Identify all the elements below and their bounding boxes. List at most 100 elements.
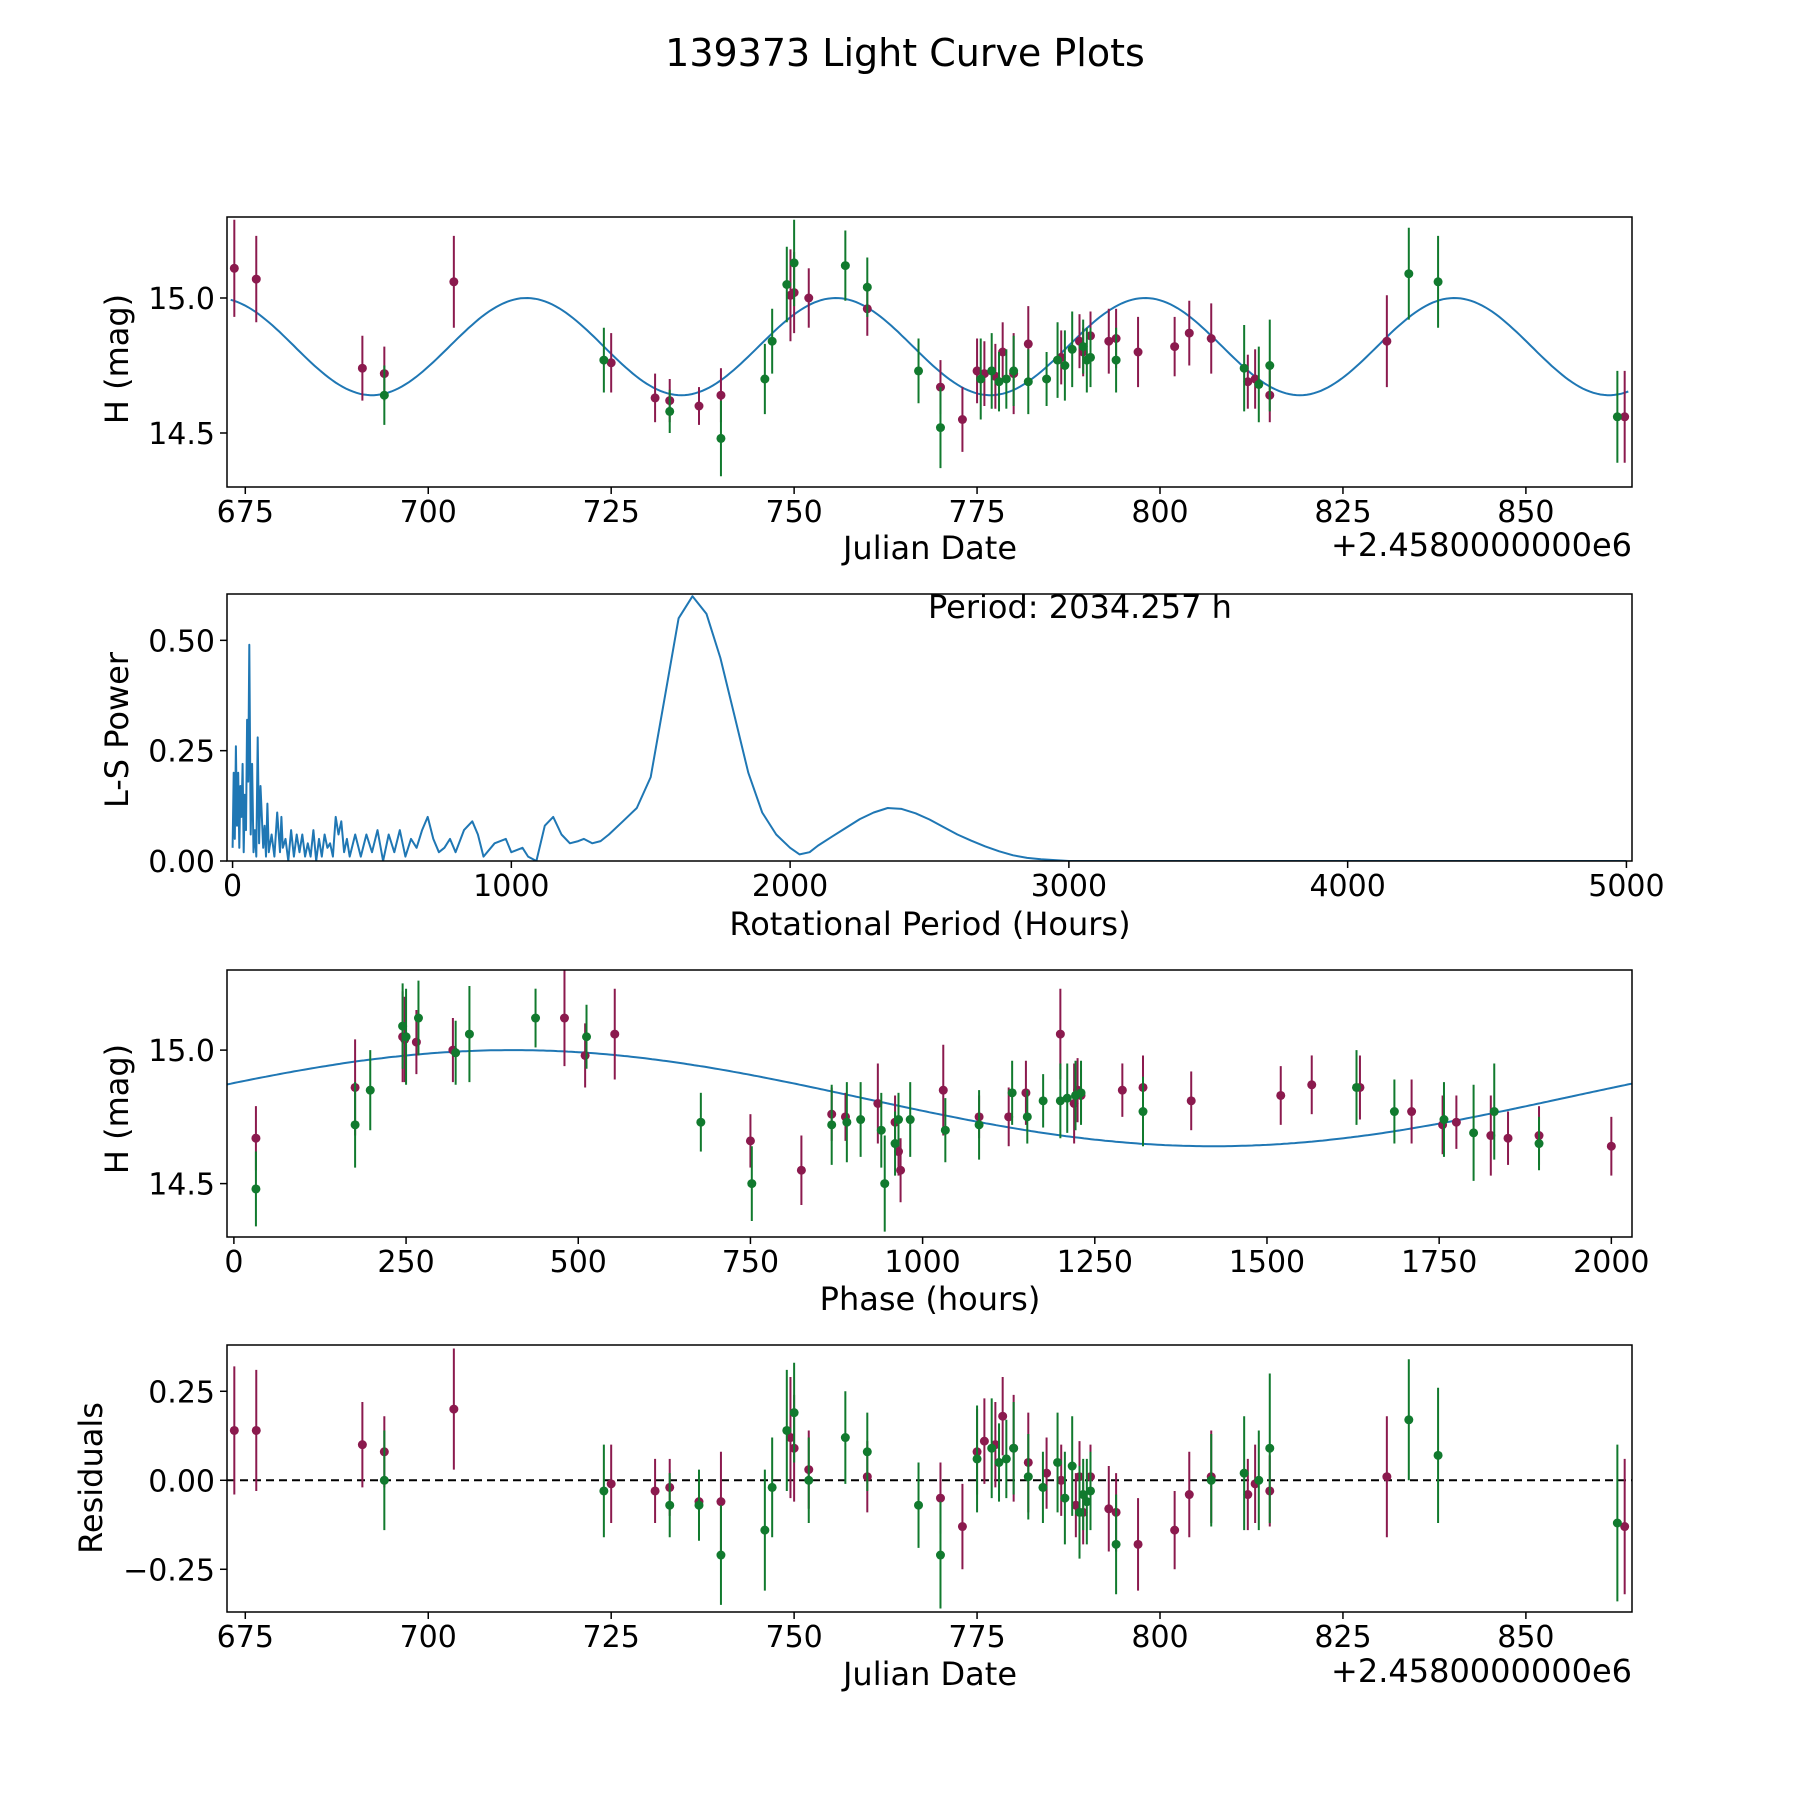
- residuals-point: [1254, 1475, 1264, 1485]
- lightcurve-point: [1023, 339, 1033, 349]
- phased-point: [1439, 1115, 1449, 1125]
- residuals-point: [1053, 1457, 1063, 1467]
- residuals-point: [1023, 1472, 1033, 1482]
- residuals-point: [1243, 1490, 1253, 1500]
- phased-point: [1469, 1128, 1479, 1138]
- phased-point: [1038, 1096, 1048, 1106]
- residuals-point: [1042, 1468, 1052, 1478]
- lightcurve-point: [1206, 334, 1216, 343]
- phased-point: [1138, 1107, 1148, 1117]
- residuals-panel: Residuals Julian Date +2.4580000000e6 67…: [72, 1344, 1633, 1693]
- phased-point: [873, 1099, 883, 1108]
- residuals-point: [650, 1486, 660, 1496]
- lightcurve-point: [1404, 269, 1414, 279]
- phased-ytick-label: 15.0: [148, 1034, 215, 1069]
- phased-point: [890, 1139, 900, 1149]
- residuals-point: [1060, 1493, 1070, 1503]
- residuals-point: [789, 1408, 799, 1418]
- residuals-point: [1206, 1475, 1216, 1485]
- residuals-point: [1078, 1490, 1088, 1500]
- lightcurve-point: [357, 363, 367, 373]
- lightcurve-xtick-label: 700: [400, 495, 457, 530]
- figure-title: 139373 Light Curve Plots: [665, 31, 1145, 75]
- residuals-ytick-label: 0.00: [148, 1464, 215, 1499]
- residuals-point: [1075, 1507, 1085, 1517]
- lightcurve-point: [1001, 374, 1011, 384]
- lightcurve-ylabel: H (mag): [98, 294, 136, 424]
- lightcurve-point: [1042, 374, 1052, 384]
- periodogram-ytick-label: 0.25: [148, 735, 215, 770]
- residuals-point: [785, 1433, 795, 1443]
- lightcurve-point: [449, 277, 459, 287]
- phased-point: [1451, 1117, 1461, 1127]
- lightcurve-point: [1111, 355, 1121, 365]
- residuals-point: [716, 1497, 726, 1507]
- residuals-point: [229, 1425, 239, 1435]
- phased-xtick-label: 500: [550, 1245, 607, 1280]
- periodogram-xtick-label: 1000: [473, 869, 549, 904]
- periodogram-ytick-label: 0.50: [148, 624, 215, 659]
- phased-point: [880, 1179, 890, 1189]
- residuals-point: [694, 1500, 704, 1510]
- phased-point: [1055, 1029, 1065, 1039]
- residuals-point: [1056, 1475, 1066, 1485]
- residuals-ytick-label: 0.25: [148, 1375, 215, 1410]
- lightcurve-point: [1067, 344, 1077, 354]
- residuals-point: [862, 1447, 872, 1457]
- residuals-series-band_b: [379, 1359, 1622, 1609]
- lightcurve-point: [998, 347, 1008, 357]
- phased-point: [940, 1125, 950, 1135]
- phased-point: [365, 1085, 375, 1095]
- periodogram-xtick-label: 3000: [1031, 869, 1107, 904]
- phased-point: [1307, 1080, 1317, 1090]
- residuals-point: [782, 1425, 792, 1435]
- lightcurve-point: [1104, 336, 1114, 346]
- phased-point: [398, 1021, 408, 1031]
- residuals-point: [1071, 1500, 1081, 1510]
- lightcurve-xtick-label: 675: [217, 495, 274, 530]
- lightcurve-point: [782, 280, 792, 289]
- phased-point: [905, 1115, 915, 1125]
- lightcurve-point: [251, 274, 261, 284]
- phased-point: [796, 1165, 806, 1175]
- residuals-xtick-label: 850: [1497, 1620, 1554, 1655]
- lightcurve-point: [987, 366, 997, 376]
- phased-xtick-label: 1000: [884, 1245, 960, 1280]
- phased-point: [411, 1037, 421, 1047]
- lightcurve-point: [1612, 412, 1622, 422]
- phased-point: [1486, 1131, 1496, 1141]
- periodogram-xtick-label: 2000: [752, 869, 828, 904]
- phased-point: [1055, 1096, 1065, 1106]
- phased-point: [401, 1032, 411, 1042]
- residuals-xtick-label: 775: [948, 1620, 1005, 1655]
- residuals-point: [1184, 1490, 1194, 1500]
- residuals-xtick-label: 700: [400, 1620, 457, 1655]
- phased-point: [896, 1165, 906, 1175]
- phased-panel: H (mag) Phase (hours) 0 250 500 750 1000 1250…: [98, 969, 1650, 1318]
- residuals-point: [1133, 1539, 1143, 1549]
- residuals-point: [957, 1522, 967, 1532]
- residuals-point: [994, 1457, 1004, 1467]
- lightcurve-xtick-label: 800: [1131, 495, 1188, 530]
- phased-xtick-label: 750: [722, 1245, 779, 1280]
- phased-point: [856, 1115, 866, 1125]
- residuals-point: [449, 1404, 459, 1414]
- residuals-point: [1009, 1443, 1019, 1453]
- residuals-point: [1404, 1415, 1414, 1425]
- lightcurve-point: [1078, 342, 1088, 352]
- residuals-point: [840, 1433, 850, 1443]
- periodogram-xtick-label: 5000: [1588, 869, 1664, 904]
- periodogram-ytick-label: 0.00: [148, 845, 215, 880]
- lightcurve-point: [379, 390, 389, 400]
- phased-point: [974, 1120, 984, 1130]
- phased-xtick-label: 2000: [1573, 1245, 1649, 1280]
- phased-point: [1004, 1112, 1014, 1122]
- phased-point: [745, 1136, 755, 1146]
- phased-point: [1503, 1133, 1513, 1143]
- phased-point: [842, 1117, 852, 1127]
- lightcurve-point: [1239, 363, 1249, 373]
- phased-xtick-label: 1250: [1057, 1245, 1133, 1280]
- phased-point: [464, 1029, 474, 1039]
- residuals-point: [1433, 1450, 1443, 1460]
